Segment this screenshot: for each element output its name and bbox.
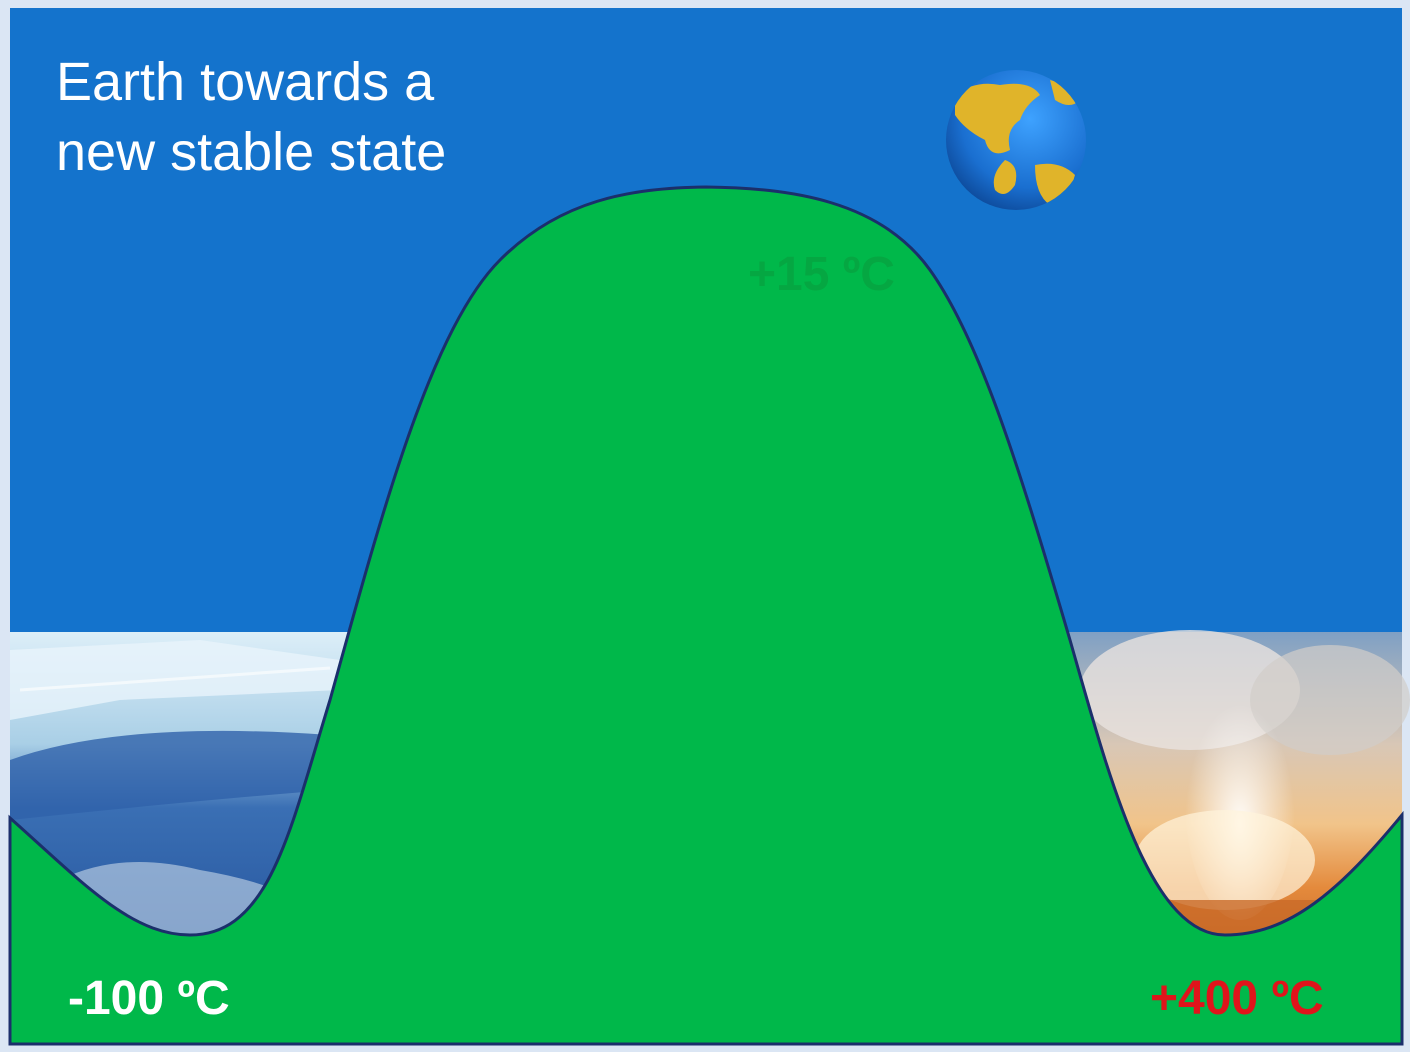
- title-line-1: Earth towards a: [56, 52, 435, 112]
- title-line-2: new stable state: [56, 122, 446, 182]
- peak-temperature-label: +15 ºC: [748, 248, 895, 301]
- hot-temperature-label: +400 ºC: [1150, 972, 1324, 1025]
- earth-globe-icon: [946, 70, 1086, 210]
- stability-curve: [8, 185, 1404, 1046]
- cold-temperature-label: -100 ºC: [68, 972, 230, 1025]
